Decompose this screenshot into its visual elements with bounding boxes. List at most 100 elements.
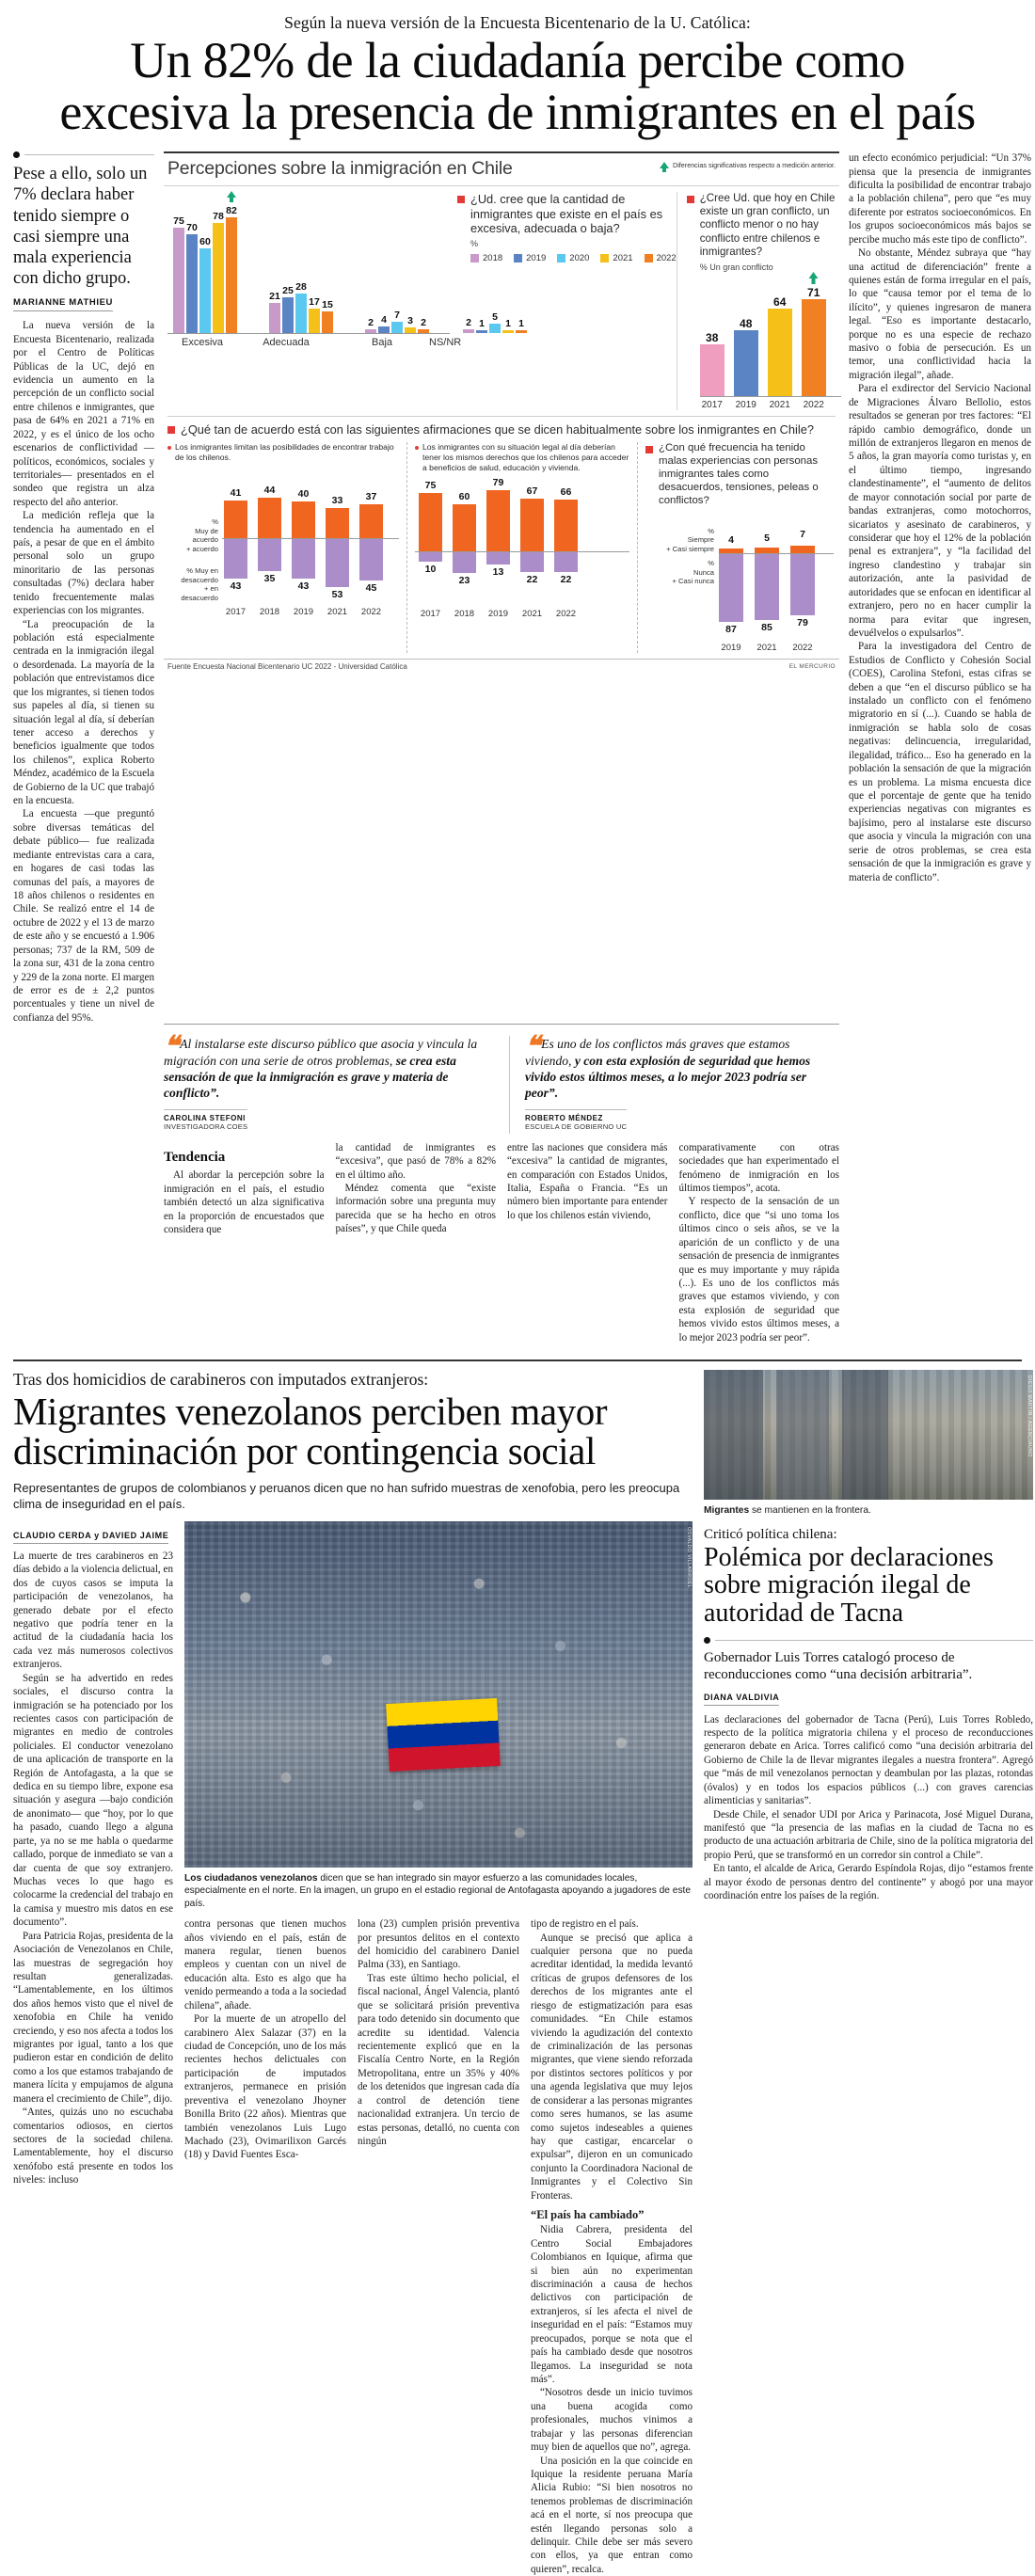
bar: 44 [258,498,281,538]
bar-value: 5 [764,533,770,544]
bar-value: 82 [226,205,237,216]
bar: 1 [476,330,487,333]
bar-value: 1 [479,318,485,329]
bar-value: 38 [706,331,718,344]
category-labels: Excesiva Adecuada Baja NS/NR [167,337,450,348]
bar: 40 [292,501,315,538]
bar-value: 1 [518,318,524,329]
quote-name: CAROLINA STEFONI [164,1114,246,1122]
quote-role: INVESTIGADORA COES [164,1122,247,1131]
lower-byline: CLAUDIO CERDA y DAVIED JAIME [13,1531,168,1544]
lower-col-3: lona (23) cumplen prisión preventiva por… [358,1917,519,2576]
bar-value: 23 [459,575,470,586]
paragraph: entre las naciones que considera más “ex… [507,1141,668,1223]
sidebar-headline: Polémica por declaraciones sobre migraci… [704,1544,1033,1628]
infographic-footer: Fuente Encuesta Nacional Bicentenario UC… [164,659,839,674]
publisher-credit: EL MERCURIO [789,663,836,670]
category-label: 2021 [768,400,792,410]
unit-label: % [470,239,677,248]
top-headline-line1: Un 82% de la ciudadanía percibe como [130,32,904,88]
bar: 45 [359,539,383,580]
bar-value: 43 [231,580,242,592]
positive-bars: 41 44 40 33 37 [222,480,399,538]
lower-col-4: tipo de registro en el país. Aunque se p… [531,1917,693,2576]
bar: 38 [700,344,724,396]
legend-label: 2018 [483,253,502,263]
paragraph: En tanto, el alcalde de Arica, Gerardo E… [704,1862,1033,1902]
paragraph: contra personas que tienen muchos años v… [184,1917,346,2012]
bar: 37 [359,504,383,538]
lower-article: Tras dos homicidios de carabineros con i… [13,1360,1022,2576]
paragraph: Nidia Cabrera, presidenta del Centro Soc… [531,2223,693,2386]
year-label: 2018 [453,609,476,619]
left-body: La nueva versión de la Encuesta Bicenten… [13,319,154,1025]
paragraph: Para la investigadora del Centro de Estu… [849,640,1031,884]
question-1-text: ¿Ud. cree que la cantidad de inmigrantes… [470,192,677,236]
bar-value: 60 [459,491,470,502]
bar-group-nsnr: 2 1 5 1 1 [463,324,527,333]
bar-value: 48 [740,317,752,330]
bar-value: 15 [322,299,333,310]
infographic-panel: Percepciones sobre la inmigración en Chi… [164,151,839,1025]
bar: 43 [292,539,315,579]
paragraph: Méndez comenta que “existe información s… [336,1182,497,1236]
bar-value: 78 [213,211,224,222]
legend-label: 2020 [569,253,589,263]
infographic-header: Percepciones sobre la inmigración en Chi… [164,153,839,186]
bar-value: 79 [797,617,808,628]
year-label: 2022 [790,643,815,653]
legend-item: 2018 [470,253,502,263]
bar: 4 [378,326,390,333]
divider [24,154,154,155]
newspaper-page: Según la nueva versión de la Encuesta Bi… [0,13,1035,1784]
question-marker-icon [457,196,465,203]
bullet-dot-icon [704,1637,710,1644]
quote-name: ROBERTO MÉNDEZ [525,1114,603,1122]
bar: 60 [453,504,476,551]
question-2-text: ¿Cree Ud. que hoy en Chile existe un gra… [700,192,841,259]
bar: 64 [768,309,792,396]
paragraph: Aunque se precisó que aplica a cualquier… [531,1932,693,2202]
bar: 25 [282,297,294,333]
bar: 2 [463,329,474,333]
bar-value: 41 [231,487,242,499]
bar-value: 13 [493,566,504,578]
up-arrow-icon [660,162,669,173]
paragraph: Las declaraciones del gobernador de Tacn… [704,1713,1033,1808]
question-marker-icon [687,196,694,203]
year-labels: 2017 2018 2019 2021 2022 [222,607,399,617]
legend-item: 2022 [645,253,677,263]
paragraph: La medición refleja que la tendencia ha … [13,509,154,617]
lower-kicker: Tras dos homicidios de carabineros con i… [13,1370,689,1390]
bar-value: 1 [505,318,511,329]
legend-swatch [514,254,522,262]
bar-value: 2 [421,317,426,328]
chart-limitan-trabajo: Los inmigrantes limitan las posibilidade… [167,442,399,653]
bar: 1 [516,330,527,333]
year-label: 2022 [359,607,383,617]
bar: 21 [269,303,280,333]
divider [406,442,407,653]
paragraph: “La preocupación de la población está es… [13,618,154,808]
bar-value: 75 [173,215,184,227]
paragraph: la cantidad de inmigrantes es “excesiva”… [336,1141,497,1182]
bar: 17 [309,309,320,333]
year-label: 2021 [755,643,779,653]
legend-label: 2022 [657,253,677,263]
legend-item: 2020 [557,253,589,263]
bar-value: 7 [800,529,805,540]
sidebar-lede-bullet [704,1637,1033,1644]
bar-value: 67 [527,485,538,497]
axis-label-negative: %Nunca+ Casi nunca [645,559,714,585]
bar: 35 [258,539,281,571]
bar-value: 33 [332,495,343,506]
category-labels: 2017 2019 2021 2022 [700,400,841,410]
tendencia-col-4: comparativamente con otras sociedades qu… [679,1141,840,1344]
bar-value: 44 [264,485,276,496]
chart-row-2: Los inmigrantes limitan las posibilidade… [164,437,839,653]
bar: 66 [554,500,578,551]
chart-excesiva-adecuada: 75 70 60 78 82 21 25 28 17 15 [167,192,450,410]
sidebar-lede: Gobernador Luis Torres catalogó proceso … [704,1649,1033,1683]
